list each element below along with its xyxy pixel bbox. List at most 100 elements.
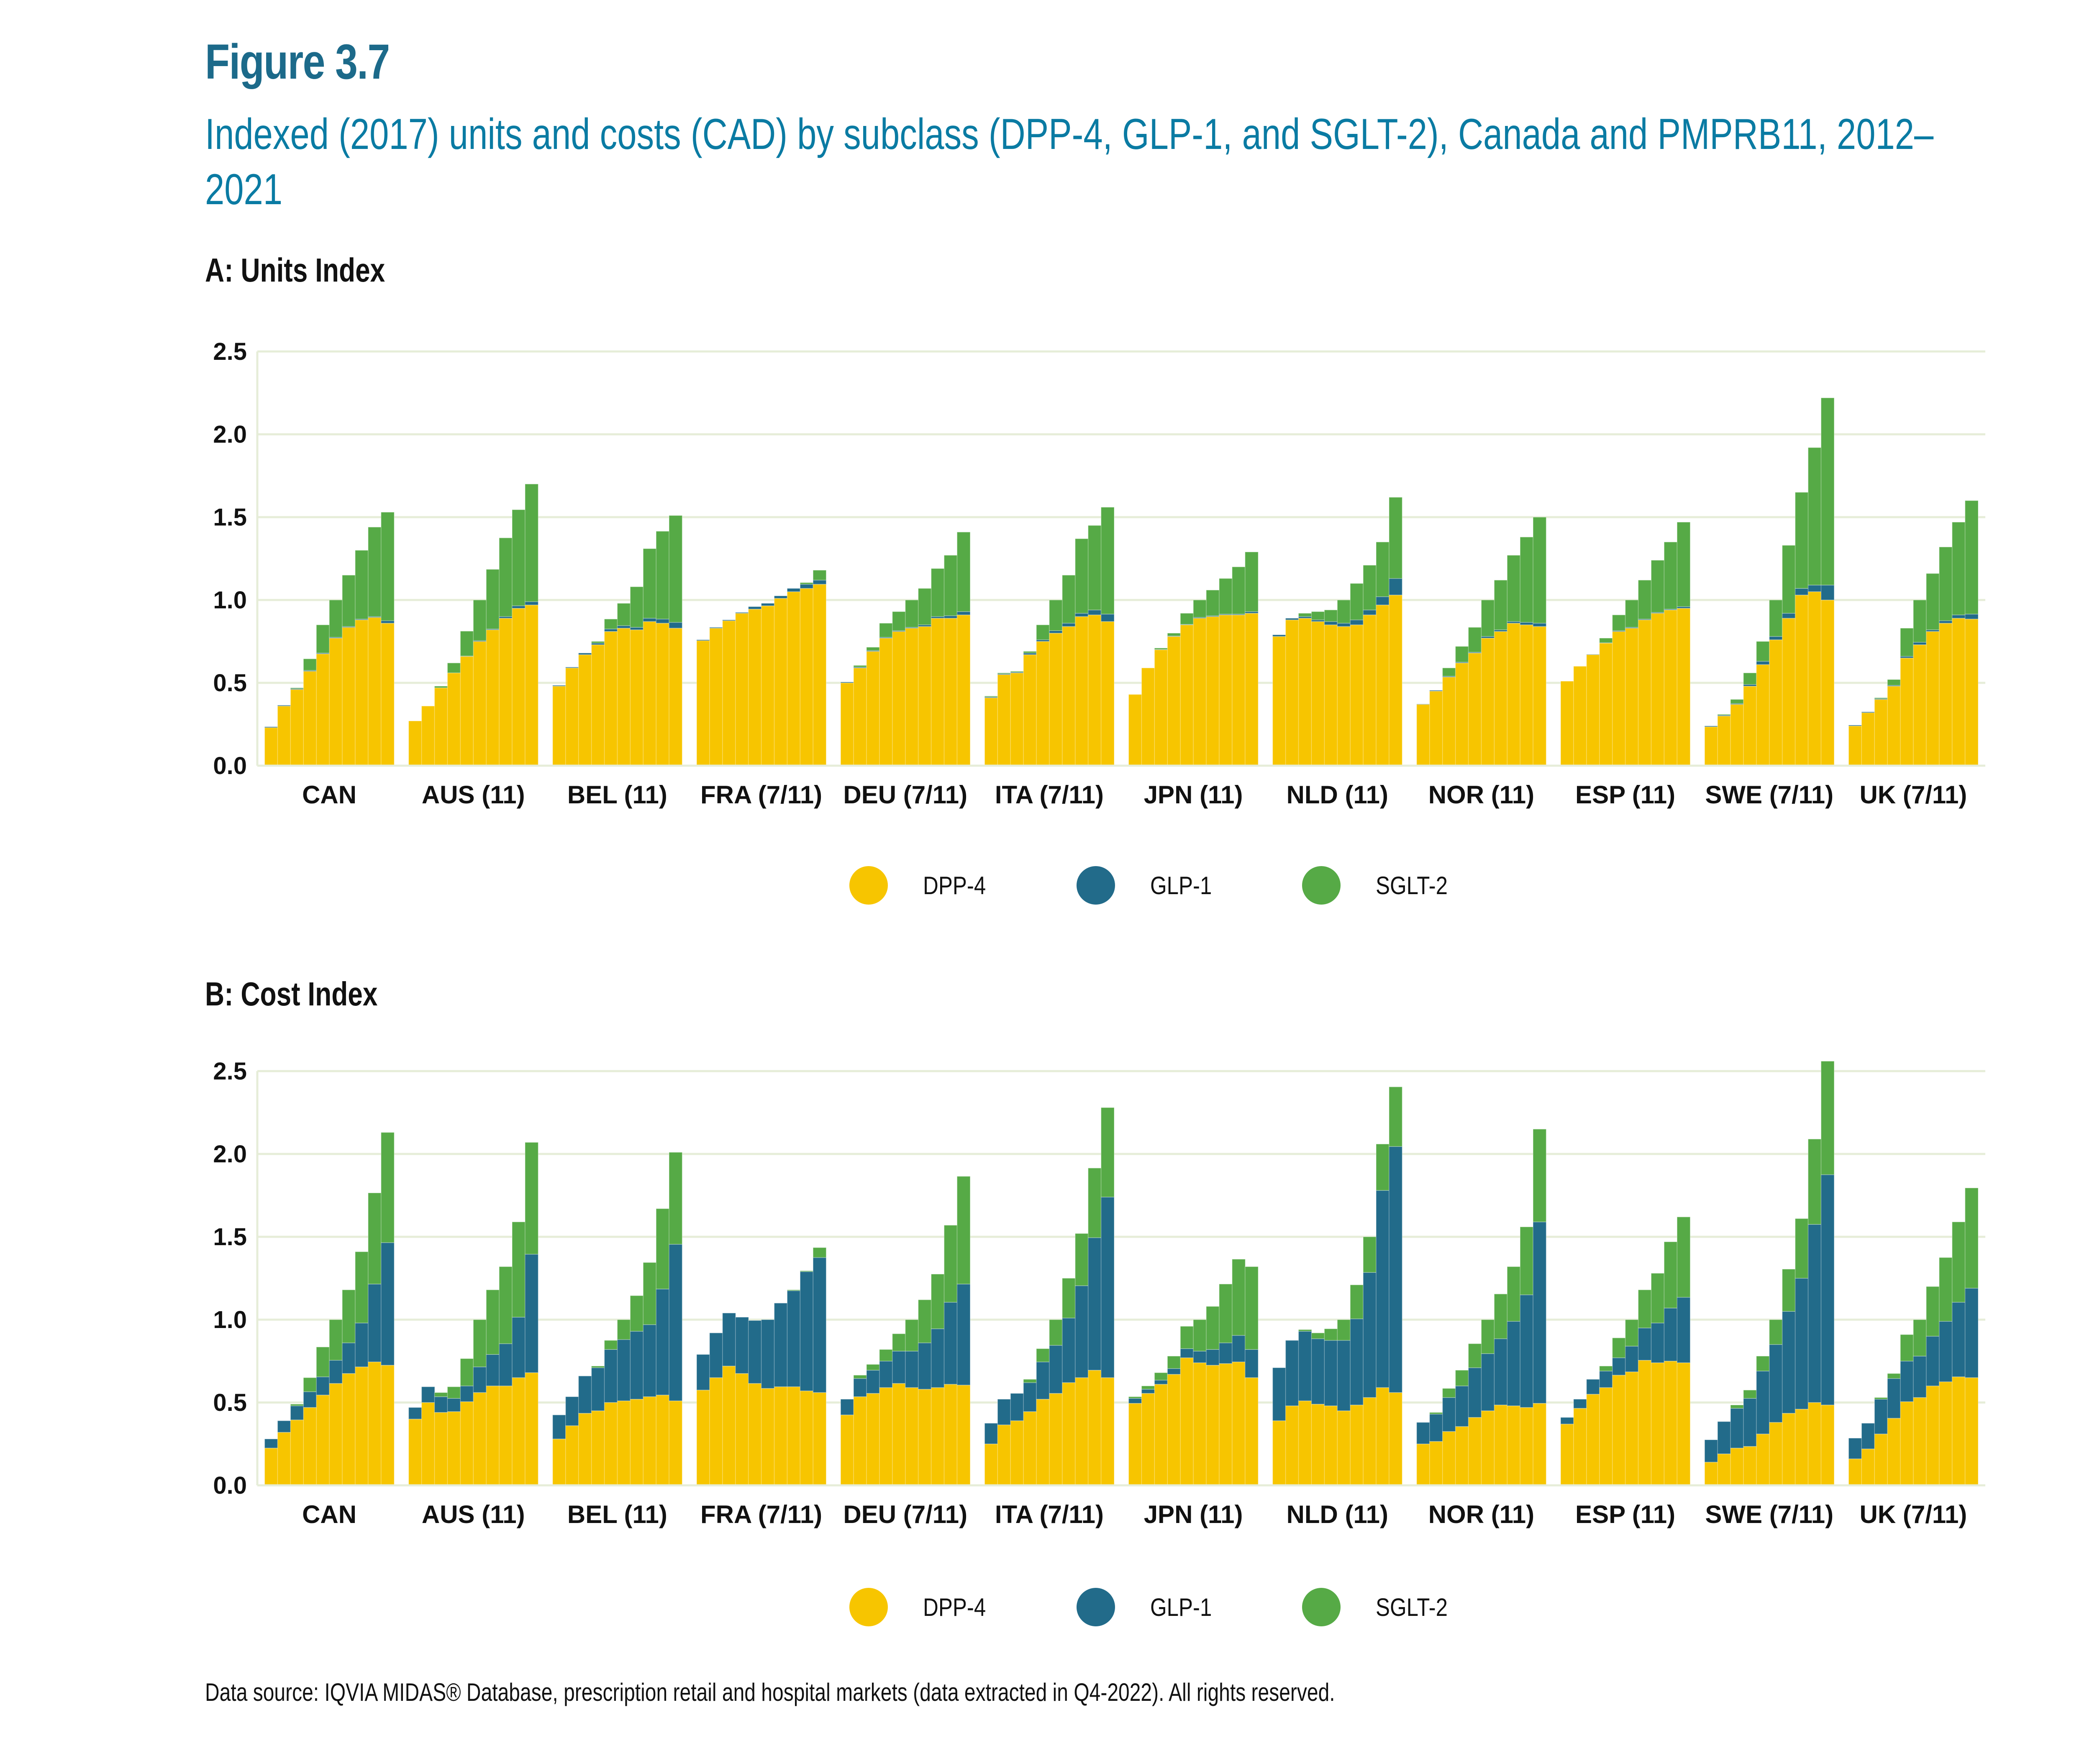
bar-segment-dpp-4 [1245, 613, 1259, 766]
bar-segment-dpp-4 [1730, 704, 1744, 766]
bar-segment-sglt-2 [368, 527, 382, 617]
cost-index-chart: 0.0 0.5 1.0 1.5 2.0 2.5 CAN AUS (11) BEL (11) FRA… [213, 1058, 1985, 1528]
bar-segment-sglt-2 [1363, 565, 1377, 610]
bar-segment-dpp-4 [1455, 662, 1469, 766]
bar-segment-glp-1 [1586, 654, 1600, 655]
bar-segment-sglt-2 [1389, 497, 1403, 579]
bar-segment-sglt-2 [1939, 1257, 1953, 1322]
bar-segment-dpp-4 [1848, 726, 1862, 766]
bar-segment-dpp-4 [1376, 605, 1390, 766]
bar-segment-dpp-4 [853, 667, 867, 766]
bar-segment-sglt-2 [1926, 1286, 1940, 1337]
bar-segment-sglt-2 [1075, 1233, 1089, 1286]
bar-segment-dpp-4 [1507, 1405, 1521, 1486]
bar-segment-dpp-4 [1520, 1407, 1534, 1486]
bar-segment-glp-1 [1049, 1345, 1063, 1394]
bar-segment-glp-1 [1468, 1367, 1482, 1418]
bar-segment-sglt-2 [1769, 1319, 1783, 1345]
bar-segment-sglt-2 [1520, 1226, 1534, 1295]
legend-item-glp-1: GLP-1 [1076, 866, 1223, 905]
x-category-label: SWE (7/11) [1705, 781, 1833, 809]
bar-segment-dpp-4 [604, 1402, 618, 1486]
bar-group-fra [696, 1247, 827, 1486]
bar-segment-dpp-4 [381, 623, 395, 766]
bar-segment-sglt-2 [1887, 679, 1901, 686]
legend-swatch-icon [849, 1588, 888, 1626]
bar-segment-dpp-4 [840, 1414, 854, 1486]
bar-segment-dpp-4 [381, 1365, 395, 1486]
bar-segment-dpp-4 [1717, 715, 1731, 766]
bar-segment-glp-1 [447, 1398, 461, 1412]
bar-segment-sglt-2 [591, 641, 605, 644]
bar-segment-dpp-4 [329, 638, 343, 766]
bar-segment-sglt-2 [1651, 560, 1665, 613]
bar-segment-glp-1 [1337, 623, 1351, 627]
bar-segment-dpp-4 [525, 605, 539, 766]
bar-segment-dpp-4 [918, 626, 932, 766]
bar-segment-dpp-4 [1533, 626, 1547, 766]
bar-segment-glp-1 [1285, 618, 1299, 620]
bar-segment-dpp-4 [748, 1383, 762, 1486]
bar-segment-sglt-2 [1795, 492, 1809, 589]
bar-segment-dpp-4 [669, 628, 683, 766]
bar-segment-glp-1 [1638, 1328, 1652, 1361]
bar-segment-glp-1 [1036, 1361, 1050, 1400]
bar-segment-sglt-2 [617, 603, 631, 626]
bar-group-bel [552, 515, 683, 766]
bar-segment-glp-1 [1154, 1379, 1168, 1385]
bar-segment-dpp-4 [552, 1438, 567, 1486]
bar-segment-dpp-4 [1232, 614, 1246, 766]
bar-segment-sglt-2 [525, 1142, 539, 1255]
bar-segment-sglt-2 [1494, 579, 1508, 631]
bar-segment-glp-1 [1350, 619, 1364, 626]
bar-segment-sglt-2 [1100, 1107, 1115, 1197]
bar-segment-dpp-4 [1468, 1417, 1482, 1486]
bar-segment-sglt-2 [512, 509, 526, 606]
bar-segment-dpp-4 [368, 1361, 382, 1486]
bar-segment-dpp-4 [813, 584, 827, 766]
bar-segment-sglt-2 [1677, 1216, 1691, 1298]
bar-segment-sglt-2 [1154, 1372, 1168, 1381]
bar-segment-dpp-4 [1062, 626, 1076, 766]
bar-group-uk [1848, 1187, 1979, 1486]
bar-group-uk [1848, 500, 1979, 766]
bar-segment-glp-1 [617, 625, 631, 629]
bar-segment-sglt-2 [303, 658, 317, 671]
bar-segment-glp-1 [787, 588, 801, 592]
bar-segment-dpp-4 [1704, 1461, 1718, 1486]
bar-segment-sglt-2 [997, 672, 1011, 674]
bar-segment-sglt-2 [918, 1299, 932, 1344]
bar-segment-dpp-4 [1507, 623, 1521, 766]
bar-segment-glp-1 [1062, 1318, 1076, 1383]
bar-segment-dpp-4 [1782, 618, 1796, 766]
bar-segment-dpp-4 [460, 1401, 474, 1486]
bar-segment-sglt-2 [1468, 1343, 1482, 1368]
bar-segment-dpp-4 [1285, 1405, 1299, 1486]
y-tick-label: 2.5 [213, 338, 247, 365]
bar-segment-glp-1 [1416, 1422, 1430, 1444]
bar-segment-dpp-4 [1442, 677, 1456, 766]
bar-segment-dpp-4 [956, 614, 971, 766]
bar-segment-dpp-4 [1586, 1394, 1600, 1486]
bar-segment-glp-1 [1376, 1190, 1390, 1388]
bar-segment-sglt-2 [1298, 1329, 1312, 1332]
bar-segment-sglt-2 [604, 618, 618, 630]
bar-segment-dpp-4 [761, 1388, 775, 1486]
bar-segment-dpp-4 [1376, 1387, 1390, 1486]
bar-segment-dpp-4 [905, 628, 919, 766]
bar-segment-sglt-2 [905, 600, 919, 628]
bar-segment-glp-1 [709, 1332, 723, 1378]
bar-segment-glp-1 [368, 1284, 382, 1362]
legend-label: SGLT-2 [1376, 871, 1448, 900]
bar-segment-glp-1 [1861, 711, 1875, 713]
bar-segment-sglt-2 [1625, 600, 1639, 628]
bar-segment-dpp-4 [997, 674, 1011, 766]
x-category-label: NOR (11) [1428, 781, 1534, 809]
bar-segment-sglt-2 [905, 1319, 919, 1351]
bar-segment-sglt-2 [943, 555, 958, 616]
panel-a-title: A: Units Index [205, 251, 385, 289]
bar-segment-glp-1 [931, 1328, 945, 1388]
bar-segment-glp-1 [1494, 1338, 1508, 1405]
bar-segment-dpp-4 [1193, 1362, 1207, 1486]
bar-group-ita [984, 1107, 1115, 1486]
